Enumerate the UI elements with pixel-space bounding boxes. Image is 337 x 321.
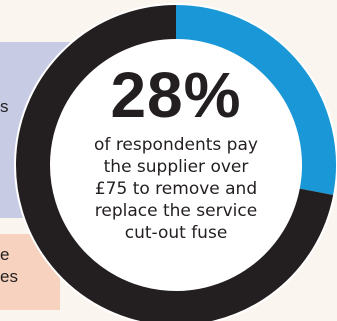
caption-line: £75 to remove and <box>94 179 258 199</box>
left-box-text-fragment: s <box>0 97 9 116</box>
caption-line: the supplier over <box>103 157 249 177</box>
caption-line: replace the service <box>94 201 258 221</box>
donut-slices <box>16 5 336 321</box>
percent-value: 28% <box>110 59 242 131</box>
donut-backdrop <box>14 3 337 321</box>
caption-text: of respondents pay the supplier over £75… <box>76 134 276 244</box>
donut-center-label: 28% of respondents pay the supplier over… <box>76 62 276 244</box>
left-bottom-text-fragment-1: e <box>0 245 10 264</box>
caption-line: cut-out fuse <box>124 223 228 243</box>
left-bottom-text-fragment-2: es <box>0 267 18 286</box>
caption-line: of respondents pay <box>94 135 258 155</box>
donut-slice-remainder <box>16 5 334 321</box>
donut-slice-highlight <box>175 5 336 195</box>
